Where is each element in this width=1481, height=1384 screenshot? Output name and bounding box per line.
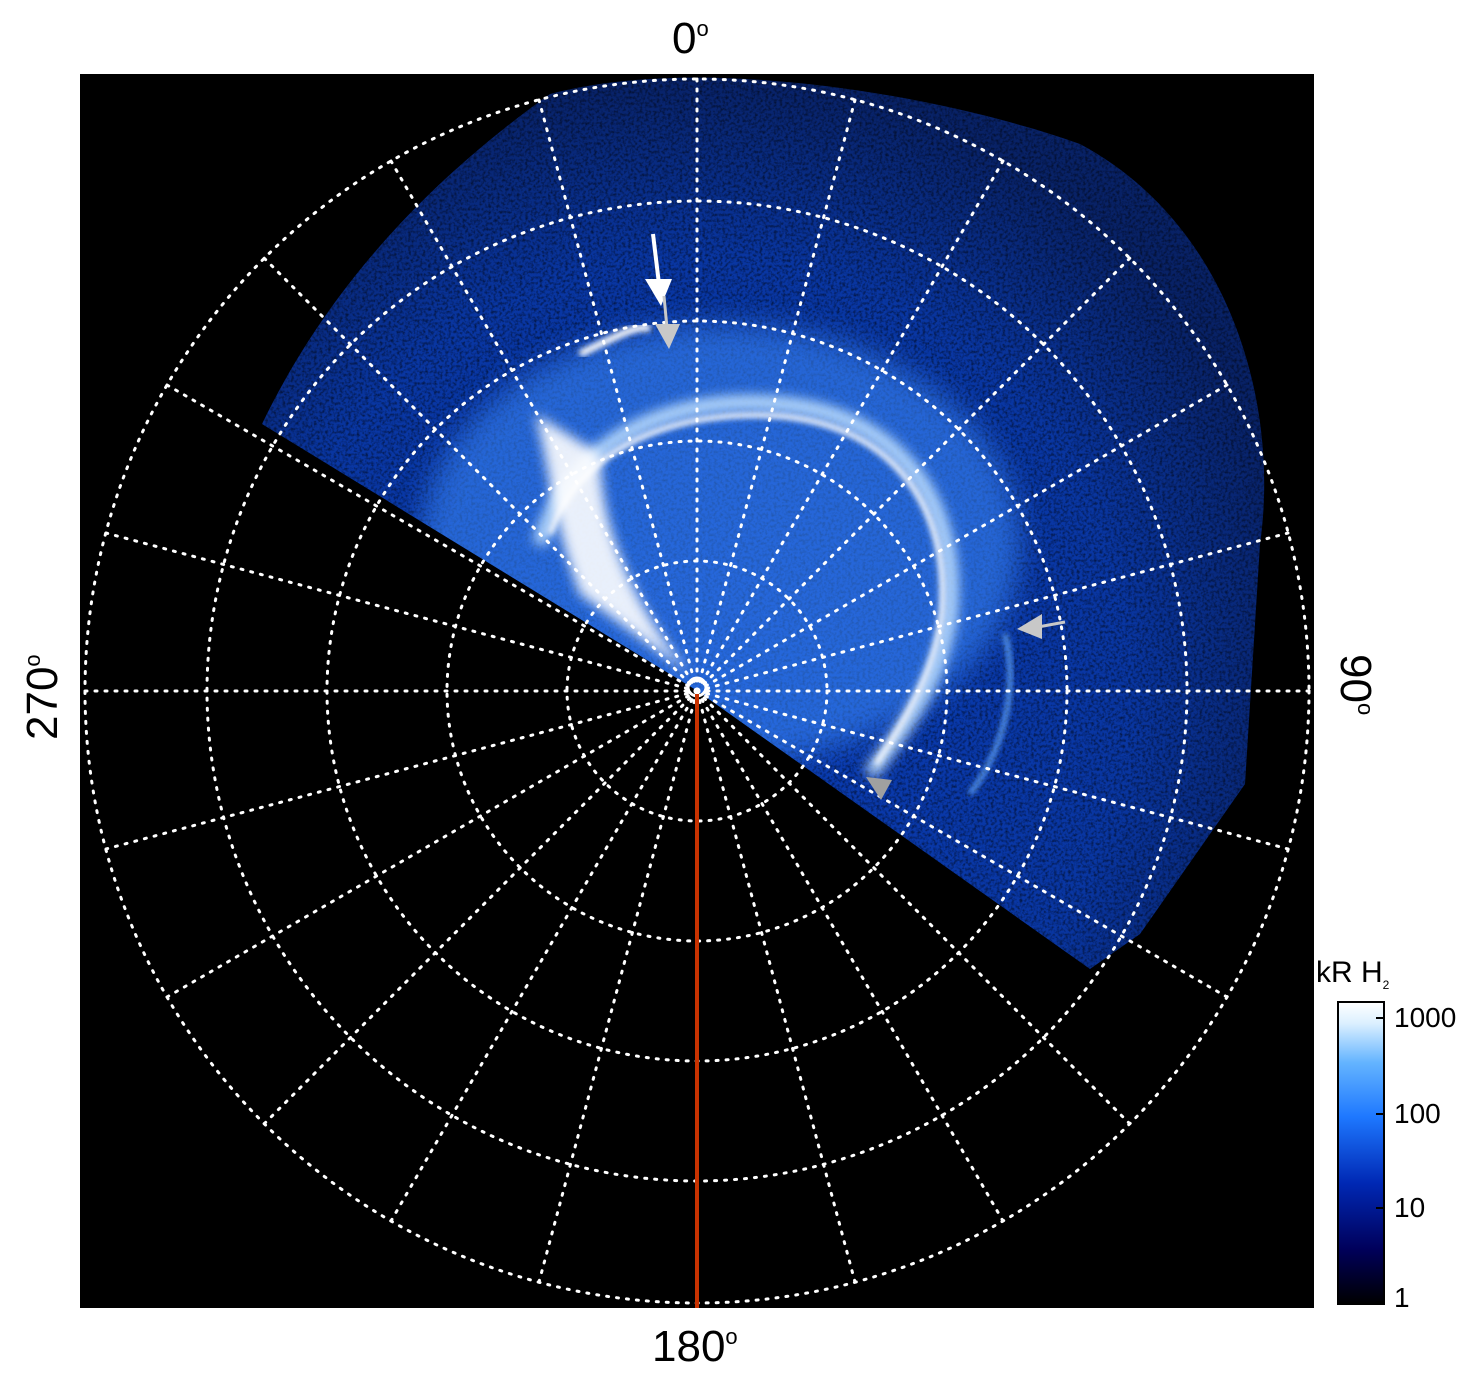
gray-triangle-icon — [866, 777, 892, 800]
colorbar-tick-100: 100 — [1394, 1098, 1441, 1129]
longitude-label-90: 90o — [1331, 654, 1380, 716]
gray-arrow-icon — [655, 295, 680, 349]
colorbar — [1337, 1001, 1385, 1305]
gray-arrow-right-icon — [1017, 614, 1066, 639]
colorbar-tick-1000: 1000 — [1394, 1002, 1457, 1033]
longitude-label-180: 180o — [652, 1322, 738, 1371]
colorbar-tick-10: 10 — [1394, 1192, 1426, 1223]
longitude-label-270: 270o — [18, 654, 67, 740]
colorbar-title: kR H2 — [1316, 956, 1390, 992]
polar-aurora-image — [80, 74, 1314, 1308]
colorbar-gradient — [1337, 1001, 1385, 1305]
longitude-label-0: 0o — [672, 14, 709, 63]
colorbar-tick-1: 1 — [1394, 1282, 1410, 1313]
white-arrow-icon — [645, 233, 672, 306]
